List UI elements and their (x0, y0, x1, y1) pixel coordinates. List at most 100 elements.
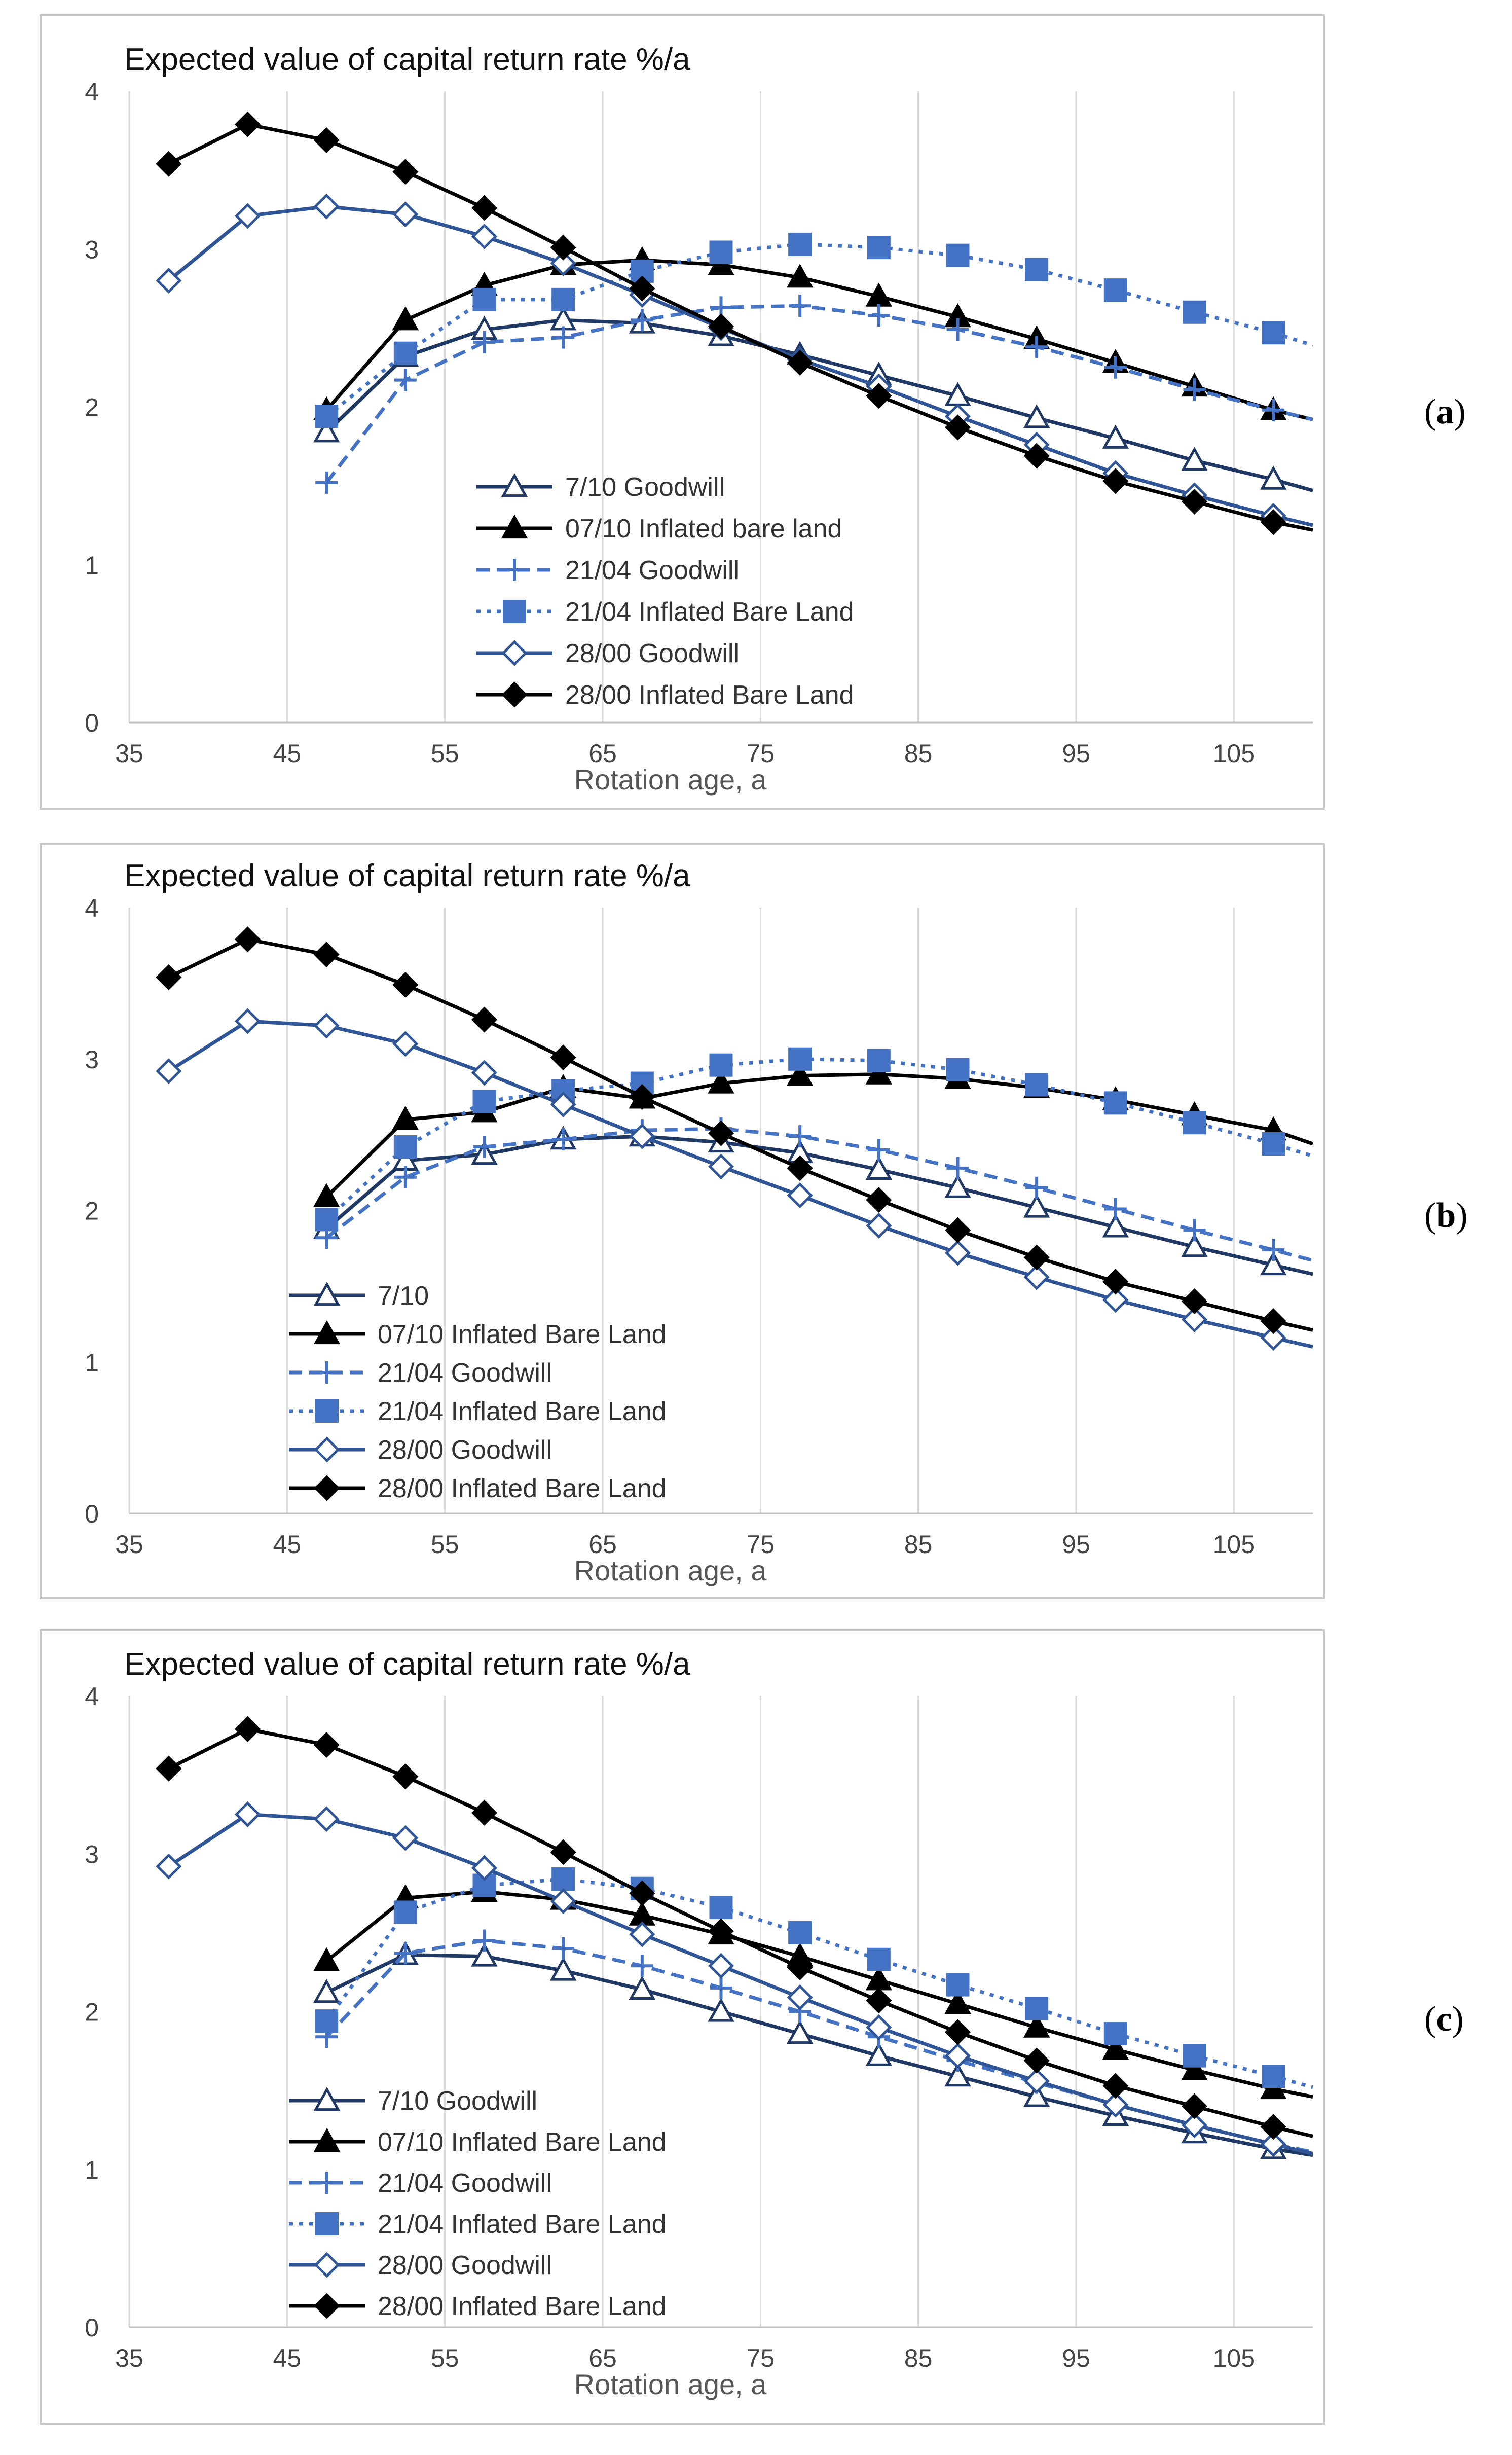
chart-c-series-6-point-diamond (1023, 2047, 1050, 2074)
chart-a: 0 1 2 3 4 35 45 55 65 75 85 95 105 Expected value of … (40, 14, 1325, 810)
chart-a-series-3-point-plus (1262, 399, 1285, 421)
chart-c-series-4-point-square (946, 1973, 970, 1997)
chart-a-series-6-point-diamond (313, 127, 340, 154)
chart-b-xtick-label: 95 (1062, 1530, 1090, 1559)
chart-a-series-6-point-diamond (629, 275, 655, 302)
chart-b-series-5-point-diamond (944, 1240, 971, 1266)
chart-b-series-4-point-square (472, 1090, 496, 1113)
chart-a-series-6-point-diamond (1102, 468, 1129, 494)
chart-c-series-4-point-square (393, 1900, 417, 1924)
chart-b-series-6-point-diamond (550, 1044, 576, 1071)
chart-b-series-5-line (167, 1019, 1313, 1349)
chart-c-xtick-label: 55 (431, 2344, 459, 2372)
chart-a-series-6-point-diamond (1023, 443, 1050, 469)
chart-c-legend-item-2-label: 07/10 Inflated Bare Land (378, 2127, 667, 2157)
chart-a-series-1-point-triangle (1102, 424, 1129, 449)
chart-a-series-6-point-diamond (392, 159, 419, 185)
chart-a-legend-item-3-marker-plus (503, 559, 526, 581)
chart-c-series-1-point-triangle (944, 2062, 971, 2087)
chart-c-series-2-point-triangle (944, 1990, 971, 2014)
chart-b-legend-item-4-label: 21/04 Inflated Bare Land (378, 1397, 667, 1426)
chart-a-legend-item-4-marker-square (503, 600, 526, 623)
chart-a-legend-item-2-label: 07/10 Inflated bare land (565, 514, 842, 544)
chart-a-legend-item-5-marker-diamond (501, 640, 528, 666)
chart-b-legend-item-5: 28/00 Goodwill (289, 1435, 552, 1465)
chart-b-series-5-point-diamond (156, 1058, 182, 1085)
chart-c-series-6-point-diamond (234, 1716, 261, 1742)
chart-a-series-5-point-diamond (313, 193, 340, 220)
chart-a-series-6-point-diamond (1260, 509, 1286, 535)
chart-a-legend-item-3: 21/04 Goodwill (476, 556, 740, 585)
chart-a-legend: 7/10 Goodwill 07/10 Inflated bare land 21/… (476, 473, 854, 710)
chart-c-xtick-label: 105 (1213, 2344, 1255, 2372)
chart-b-series-3-point-plus (789, 1125, 812, 1148)
chart-c-ytick-label: 1 (85, 2156, 99, 2184)
chart-c-series-3-point-plus (394, 1942, 417, 1965)
chart-b-series-1-point-triangle (944, 1174, 971, 1198)
chart-a-series-6-point-diamond (156, 151, 182, 177)
chart-c-xtick-label: 75 (747, 2344, 775, 2372)
chart-a-legend-item-5: 28/00 Goodwill (476, 639, 740, 668)
chart-a-series-5-point-diamond (156, 267, 182, 294)
chart-b-panel-label-open: ( (1424, 1196, 1436, 1235)
chart-a-series-3-point-plus (473, 331, 496, 353)
chart-b-ytick-label: 3 (85, 1045, 99, 1074)
chart-a-series-5-point-diamond (392, 201, 419, 228)
chart-c-series-3-point-plus (473, 1929, 496, 1952)
chart-c-series-2-line (325, 1890, 1313, 2099)
chart-b-panel-label: (b) (1424, 1196, 1468, 1235)
chart-b-xtick-label: 35 (115, 1530, 143, 1559)
chart-a-series-3-point-plus (552, 326, 575, 349)
chart-a-legend-item-6: 28/00 Inflated Bare Land (476, 680, 854, 710)
chart-c-series-5-point-diamond (708, 1953, 734, 1979)
chart-c-legend-item-5: 28/00 Goodwill (289, 2251, 552, 2280)
chart-a-series-1-point-triangle (1260, 465, 1287, 490)
chart-a-xtick-label: 95 (1062, 739, 1090, 768)
chart-b-series-2-point-triangle (865, 1060, 893, 1085)
chart-b-legend-item-3: 21/04 Goodwill (289, 1358, 552, 1388)
chart-b-xtick-label: 55 (431, 1530, 459, 1559)
chart-b-series-5-point-diamond (866, 1212, 892, 1239)
chart-b-legend-item-5-label: 28/00 Goodwill (378, 1435, 552, 1465)
chart-b-series-3-point-plus (1025, 1176, 1048, 1199)
chart-a-series-6-point-diamond (1181, 488, 1208, 515)
chart-b-ytick-label: 2 (85, 1197, 99, 1225)
chart-a-series-group (156, 111, 1313, 535)
chart-c-series-3-point-plus (631, 1955, 653, 1977)
chart-b-series-3-point-plus (1183, 1219, 1206, 1242)
chart-a-series-4-point-square (472, 287, 496, 311)
chart-c-legend-item-4-marker-square (315, 2212, 339, 2235)
chart-c-series-3-point-plus (552, 1937, 575, 1960)
chart-c-series-5-point-diamond (234, 1801, 261, 1827)
chart-c-series-6-point-diamond (313, 1731, 340, 1758)
chart-a-legend-item-6-marker-diamond (501, 681, 528, 708)
chart-a-series-3-point-plus (1025, 336, 1048, 358)
chart-a-xtick-label: 65 (588, 739, 617, 768)
chart-c-series-6-point-diamond (1260, 2114, 1286, 2140)
chart-c-panel-label: (c) (1424, 2000, 1464, 2039)
chart-b-xtick-label: 65 (588, 1530, 617, 1559)
chart-c-series-6-point-diamond (708, 1918, 734, 1944)
chart-c-series-6-point-diamond (1181, 2093, 1208, 2119)
chart-c-series-2-point-triangle (1102, 2036, 1129, 2060)
chart-b-series-6-point-diamond (708, 1120, 734, 1146)
chart-b-series-3-line (325, 1127, 1313, 1262)
chart-b-series-1-point-triangle (865, 1156, 893, 1180)
chart-b-series-6-line (168, 937, 1313, 1332)
chart-b-series-group (156, 926, 1313, 1351)
chart-a-legend-item-4-label: 21/04 Inflated Bare Land (565, 597, 854, 627)
chart-b-legend-item-3-label: 21/04 Goodwill (378, 1358, 552, 1388)
chart-c-series-1-point-triangle (708, 1998, 734, 2022)
chart-b-legend-item-2-label: 07/10 Inflated Bare Land (378, 1320, 667, 1349)
chart-c-frame (40, 1629, 1325, 2425)
chart-c-legend-item-1-marker-triangle (313, 2086, 341, 2111)
chart-a-series-4-point-square (393, 341, 417, 365)
chart-b-panel-label-letter: b (1436, 1196, 1456, 1235)
chart-a-series-3-point-plus (1104, 356, 1127, 379)
chart-c-series-5-point-diamond (471, 1855, 498, 1881)
chart-b-legend-item-1-label: 7/10 (378, 1281, 429, 1311)
chart-a-series-1-line (325, 318, 1313, 492)
chart-b-legend-item-6-marker-diamond (314, 1475, 340, 1501)
chart-c-series-5-point-diamond (787, 1984, 813, 2011)
